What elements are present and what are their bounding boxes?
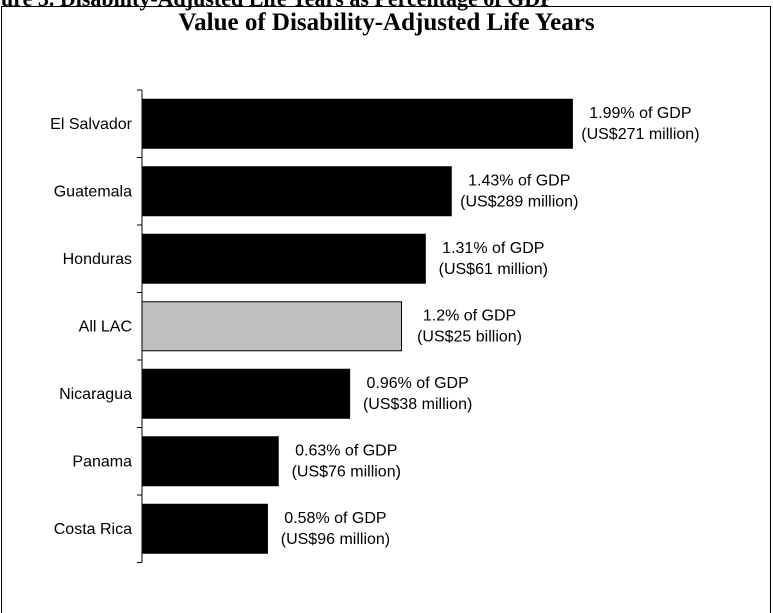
figure-caption: ure 3. Disability-Adjusted Life Years as… [1,0,554,12]
chart-border [1,6,771,613]
bar [141,503,268,554]
category-label: Honduras [63,251,132,268]
data-label-percent: 1.43% of GDP [468,172,570,189]
chart-title: Value of Disability-Adjusted Life Years [178,9,595,36]
data-label-amount: (US$38 million) [363,396,472,413]
data-label-percent: 1.2% of GDP [423,307,516,324]
data-label-amount: (US$271 million) [581,126,699,143]
category-label: Nicaragua [59,386,132,403]
data-label-amount: (US$96 million) [281,531,390,548]
data-label-amount: (US$25 billion) [417,328,522,345]
data-label-percent: 1.99% of GDP [589,105,691,122]
bar [141,98,573,149]
category-label: El Salvador [50,116,132,133]
bar [141,368,351,419]
bar [141,301,403,352]
category-label: All LAC [79,318,132,335]
data-label-percent: 1.31% of GDP [442,240,544,257]
data-label-percent: 0.58% of GDP [284,510,386,527]
bar [141,166,452,217]
category-label: Panama [72,453,132,470]
bar [141,436,279,487]
data-label-amount: (US$289 million) [460,193,578,210]
data-label-amount: (US$76 million) [292,463,401,480]
category-label: Guatemala [54,183,132,200]
bar [141,233,426,284]
data-label-percent: 0.63% of GDP [295,442,397,459]
data-label-percent: 0.96% of GDP [366,375,468,392]
data-label-amount: (US$61 million) [439,261,548,278]
category-label: Costa Rica [54,521,132,538]
